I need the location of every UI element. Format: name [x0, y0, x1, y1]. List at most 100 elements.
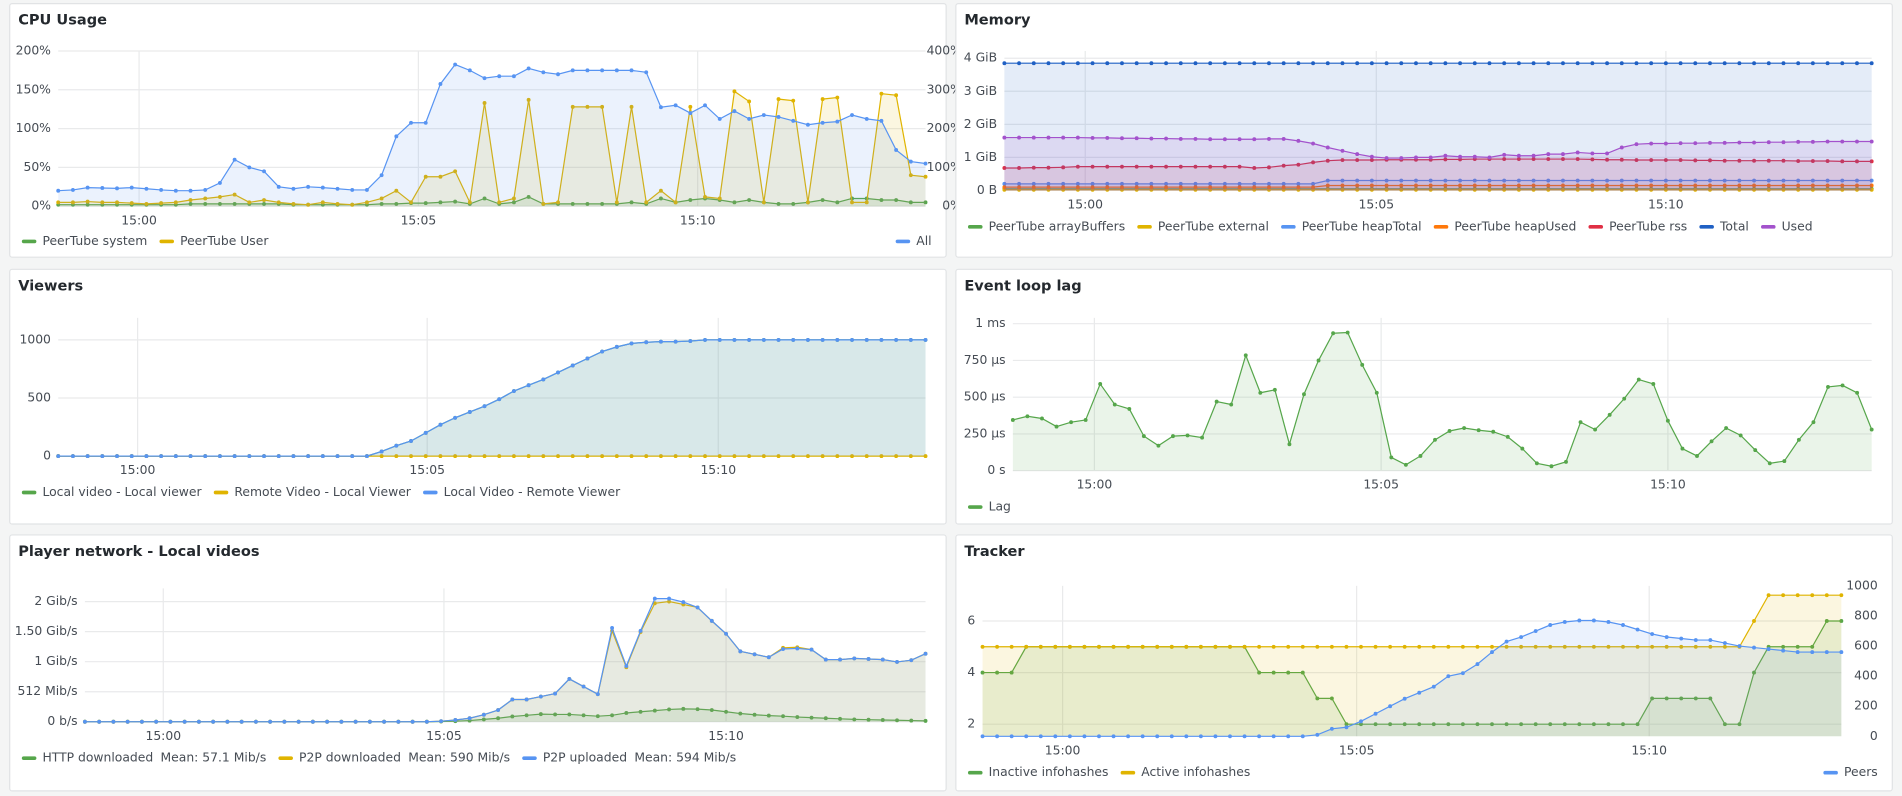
point	[173, 200, 178, 205]
point	[1428, 61, 1433, 66]
point	[667, 599, 672, 604]
point	[1549, 464, 1554, 469]
point	[296, 719, 301, 724]
point	[1546, 61, 1551, 66]
point	[232, 454, 237, 459]
point	[1562, 644, 1567, 649]
point	[1519, 722, 1524, 727]
point	[894, 454, 899, 459]
line	[58, 63, 926, 192]
point	[247, 165, 252, 170]
point	[570, 201, 575, 206]
point	[1781, 187, 1786, 192]
point	[1414, 183, 1418, 188]
point	[1090, 164, 1095, 169]
point	[1281, 181, 1286, 186]
point	[1169, 644, 1174, 649]
point	[1046, 135, 1051, 140]
point	[1038, 644, 1043, 649]
point	[1678, 178, 1683, 183]
point	[894, 147, 899, 152]
point	[570, 363, 575, 368]
point	[1593, 427, 1598, 432]
point	[1193, 185, 1198, 190]
legend-swatch	[895, 239, 911, 244]
point	[1315, 732, 1320, 737]
point	[1402, 696, 1407, 701]
point	[795, 715, 800, 720]
panel-title: Event loop lag	[964, 277, 1081, 294]
point	[1431, 684, 1436, 689]
legend-swatch	[159, 239, 175, 244]
x-tick-label: 15:05	[426, 729, 462, 743]
point	[1796, 61, 1801, 66]
point	[188, 198, 193, 202]
point	[203, 454, 208, 459]
point	[980, 644, 985, 649]
point	[70, 454, 75, 459]
point	[111, 719, 116, 724]
point	[497, 74, 502, 79]
point	[820, 337, 825, 342]
point	[835, 454, 840, 459]
point	[703, 454, 707, 459]
point	[923, 454, 928, 459]
legend-label: Remote Video - Local Viewer	[234, 485, 411, 499]
point	[1693, 178, 1698, 183]
point	[1257, 644, 1262, 649]
area	[84, 708, 926, 722]
legend-label: Inactive infohashes	[989, 765, 1109, 779]
point	[173, 188, 178, 193]
point	[1678, 187, 1683, 192]
point	[396, 719, 401, 724]
point	[1083, 418, 1088, 422]
point	[1840, 187, 1845, 192]
legend-label: Peers	[1844, 765, 1878, 779]
point	[1561, 157, 1565, 161]
point	[1561, 152, 1565, 157]
point	[453, 169, 458, 174]
point	[139, 719, 144, 724]
point	[1443, 157, 1448, 162]
point	[115, 454, 119, 459]
point	[1752, 61, 1757, 66]
point	[1446, 722, 1451, 727]
point	[761, 200, 766, 205]
point	[1621, 722, 1625, 727]
point	[423, 174, 428, 179]
panel-title: Tracker	[964, 543, 1025, 560]
point	[1287, 442, 1292, 447]
point	[1208, 137, 1213, 142]
point	[1355, 152, 1360, 157]
point	[203, 187, 208, 192]
point	[291, 186, 296, 191]
point	[1795, 593, 1800, 598]
area	[1004, 185, 1872, 191]
point	[56, 188, 61, 193]
point	[923, 651, 928, 656]
point	[211, 719, 216, 724]
point	[1548, 623, 1553, 627]
point	[1009, 644, 1014, 649]
point	[1561, 178, 1565, 183]
legend-swatch	[21, 239, 37, 244]
point	[1243, 353, 1248, 358]
point	[482, 101, 487, 105]
point	[781, 647, 785, 651]
point	[394, 443, 399, 448]
point	[820, 97, 825, 102]
legend-swatch	[1137, 225, 1152, 229]
point	[1359, 644, 1363, 649]
point	[1300, 734, 1305, 739]
point	[1722, 183, 1727, 188]
point	[667, 596, 672, 601]
point	[570, 68, 575, 73]
point	[196, 719, 201, 724]
point	[732, 337, 737, 342]
point	[1487, 183, 1492, 188]
point	[1590, 157, 1595, 162]
point	[1708, 158, 1712, 163]
point	[1149, 136, 1154, 141]
point	[1737, 158, 1742, 163]
y-tick-label: 1 ms	[975, 316, 1005, 330]
